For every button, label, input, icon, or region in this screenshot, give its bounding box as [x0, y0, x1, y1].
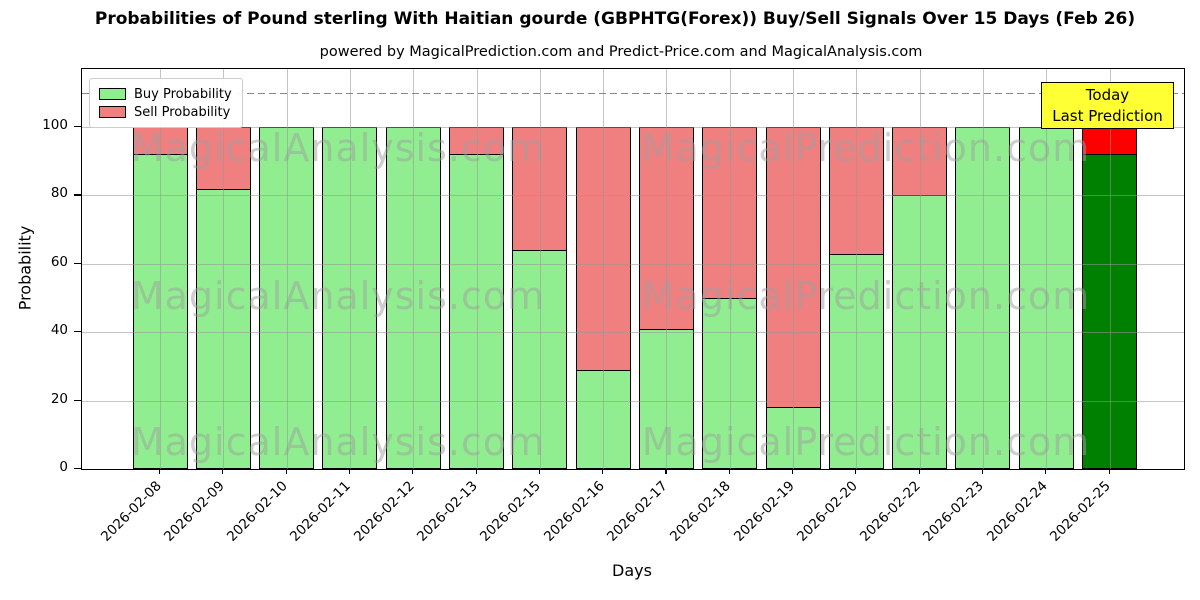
- watermark-text: MagicalAnalysis.com: [130, 420, 546, 464]
- x-tick-mark: [1045, 469, 1047, 474]
- x-tick-mark: [1108, 469, 1110, 474]
- y-tick-label: 100: [42, 117, 68, 134]
- x-tick-mark: [728, 469, 730, 474]
- x-tick-label-text: 2026-02-15: [477, 478, 545, 545]
- x-tick-label-text: 2026-02-25: [1047, 478, 1114, 545]
- y-tick-mark: [74, 468, 81, 470]
- x-tick-label-text: 2026-02-12: [350, 478, 418, 545]
- y-tick-label: 40: [50, 322, 68, 339]
- watermark-text: MagicalPrediction.com: [641, 126, 1091, 170]
- x-tick-label-text: 2026-02-20: [793, 478, 861, 545]
- x-tick-mark: [855, 469, 857, 474]
- x-tick-label-text: 2026-02-08: [97, 478, 165, 545]
- legend-item: Sell Probability: [99, 103, 233, 121]
- today-annotation-line1: Today: [1085, 85, 1130, 104]
- watermark-text: MagicalAnalysis.com: [130, 126, 546, 170]
- legend-swatch-buy: [99, 88, 126, 100]
- x-tick-mark: [222, 469, 224, 474]
- v-gridline: [413, 69, 415, 469]
- x-tick-label-text: 2026-02-18: [667, 478, 735, 545]
- watermark-text: MagicalAnalysis.com: [130, 274, 546, 318]
- v-gridline: [539, 69, 541, 469]
- x-tick-label-text: 2026-02-10: [224, 478, 291, 545]
- v-gridline: [1046, 69, 1048, 469]
- x-tick-mark: [792, 469, 794, 474]
- x-tick-mark: [412, 469, 414, 474]
- x-tick-mark: [348, 469, 351, 474]
- v-gridline: [729, 69, 731, 469]
- legend-label: Sell Probability: [134, 104, 231, 120]
- x-tick-label-text: 2026-02-11: [287, 478, 355, 545]
- x-tick-label-text: 2026-02-24: [983, 478, 1051, 545]
- v-gridline: [160, 69, 161, 469]
- v-gridline: [982, 69, 984, 469]
- h-gridline: [82, 332, 1184, 334]
- y-tick-label: 20: [50, 390, 68, 407]
- y-tick-mark: [74, 262, 81, 265]
- legend-item: Buy Probability: [99, 85, 233, 103]
- x-tick-label-text: 2026-02-09: [160, 478, 228, 545]
- h-gridline: [82, 263, 1184, 265]
- y-tick-mark: [74, 194, 81, 196]
- watermark-text: MagicalPrediction.com: [641, 420, 1091, 464]
- legend-swatch-sell: [99, 106, 126, 118]
- x-tick-label-text: 2026-02-22: [857, 478, 924, 545]
- y-tick-label: 60: [50, 253, 68, 270]
- v-gridline: [223, 69, 225, 469]
- x-tick-mark: [475, 469, 477, 474]
- v-gridline: [603, 69, 605, 469]
- h-gridline: [82, 127, 1184, 129]
- x-tick-mark: [981, 469, 984, 474]
- x-tick-mark: [665, 469, 667, 474]
- threshold-dashed-line: [82, 92, 1184, 95]
- x-tick-mark: [285, 469, 287, 474]
- v-gridline: [856, 69, 858, 469]
- v-gridline: [666, 69, 668, 469]
- x-tick-label-text: 2026-02-16: [540, 478, 608, 545]
- y-tick-label: 80: [50, 185, 68, 202]
- legend-label: Buy Probability: [134, 86, 232, 102]
- y-tick-label: 0: [59, 459, 68, 475]
- v-gridline: [919, 69, 921, 469]
- x-tick-label-text: 2026-02-17: [603, 478, 671, 545]
- x-tick-mark: [159, 469, 161, 474]
- v-gridline: [349, 69, 351, 469]
- x-tick-label-text: 2026-02-13: [414, 478, 481, 545]
- chart-title: Probabilities of Pound sterling With Hai…: [94, 9, 1136, 29]
- x-tick-mark: [538, 469, 540, 474]
- x-tick-label-text: 2026-02-19: [730, 478, 798, 545]
- v-gridline: [476, 69, 478, 469]
- x-tick-mark: [918, 469, 920, 474]
- legend: Buy Probability Sell Probability: [89, 78, 243, 128]
- watermark-text: MagicalPrediction.com: [641, 274, 1091, 318]
- h-gridline: [82, 195, 1184, 197]
- x-axis-label: Days: [612, 561, 652, 580]
- v-gridline: [1109, 69, 1111, 469]
- y-tick-mark: [74, 331, 81, 333]
- today-annotation: Today Last Prediction: [1041, 82, 1174, 129]
- x-tick-mark: [602, 469, 604, 474]
- y-tick-mark: [74, 399, 81, 401]
- plot-area: Buy Probability Sell Probability Today La…: [81, 68, 1185, 470]
- today-annotation-line2: Last Prediction: [1052, 106, 1163, 125]
- h-gridline: [82, 400, 1184, 402]
- chart-subtitle: powered by MagicalPrediction.com and Pre…: [319, 44, 923, 60]
- y-tick-mark: [74, 126, 81, 128]
- v-gridline: [793, 69, 794, 469]
- x-tick-label-text: 2026-02-23: [920, 478, 988, 545]
- v-gridline: [286, 69, 288, 469]
